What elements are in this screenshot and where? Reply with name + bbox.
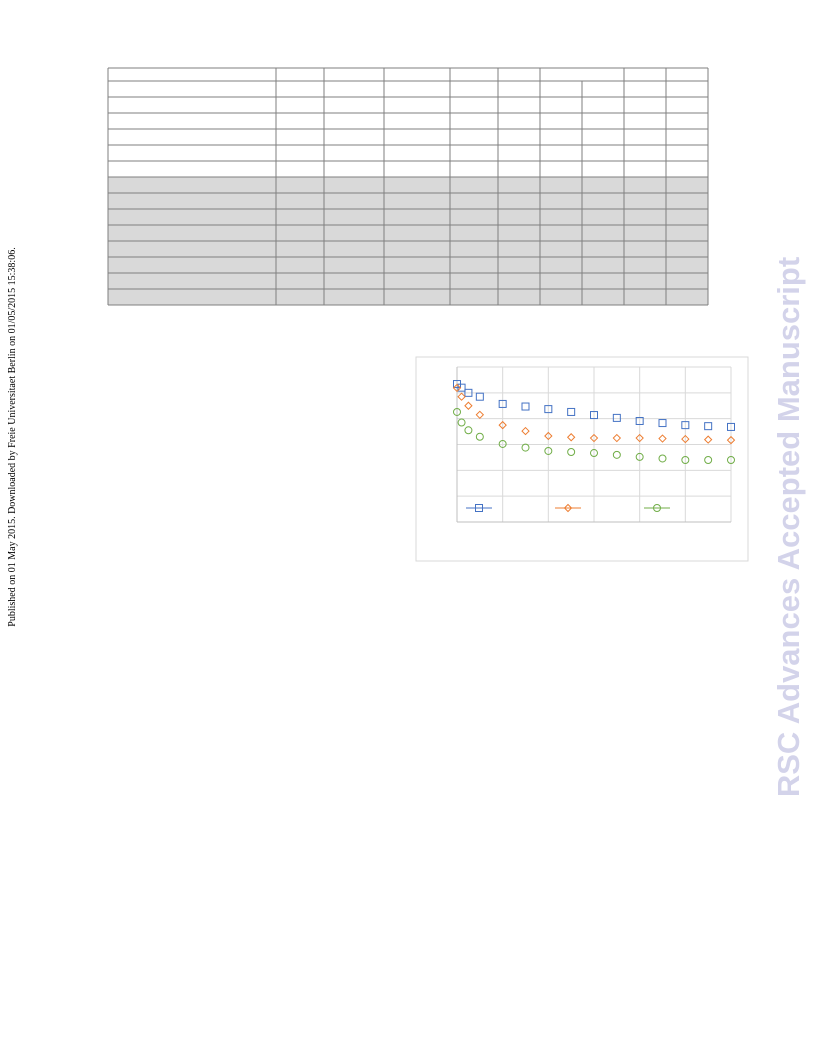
point [453, 407, 461, 416]
point [464, 426, 473, 435]
point [457, 392, 466, 401]
chart-frame [415, 356, 749, 562]
point [464, 388, 473, 397]
point [567, 447, 576, 456]
point [658, 454, 667, 463]
point [681, 421, 690, 430]
point [475, 392, 484, 401]
point [475, 410, 485, 419]
point [566, 433, 576, 442]
point [475, 504, 483, 512]
point [635, 452, 644, 461]
point [457, 383, 466, 392]
point [521, 402, 530, 411]
point [498, 420, 507, 430]
point [457, 418, 466, 427]
point [653, 504, 661, 512]
point [563, 503, 573, 513]
point [475, 432, 484, 441]
point [498, 439, 507, 448]
side-note: Published on 01 May 2015. Downloaded by … [7, 247, 18, 626]
point [521, 443, 530, 452]
point [464, 401, 473, 410]
point [726, 435, 736, 445]
point [681, 434, 690, 444]
point [590, 411, 598, 420]
point [704, 456, 713, 464]
point [681, 456, 690, 464]
point [498, 399, 507, 408]
point [727, 456, 735, 464]
table [107, 67, 709, 306]
point [567, 407, 576, 416]
point [658, 434, 667, 443]
point [589, 433, 599, 443]
chart [452, 366, 736, 523]
point [590, 449, 598, 458]
point [612, 450, 621, 459]
point [704, 422, 713, 431]
point [703, 435, 713, 444]
point [452, 383, 462, 393]
point [521, 426, 530, 436]
point [612, 413, 621, 422]
point [544, 431, 553, 441]
point [612, 433, 622, 443]
watermark: RSC Advances Accepted Manuscript [771, 257, 806, 797]
point [635, 416, 644, 425]
point [727, 422, 735, 431]
point [635, 433, 644, 443]
point [544, 446, 553, 455]
point [658, 419, 667, 428]
point [544, 405, 553, 414]
